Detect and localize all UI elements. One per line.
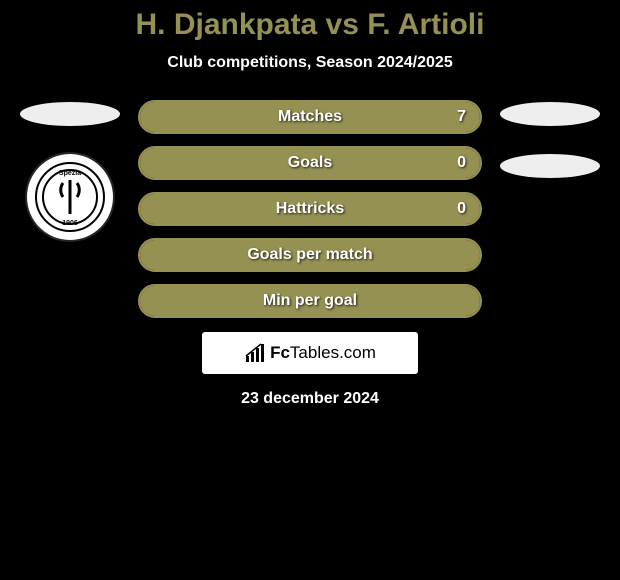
stat-value: 7 <box>457 108 466 126</box>
brand-prefix: Fc <box>270 343 290 362</box>
stat-bar-matches: Matches 7 <box>138 100 482 134</box>
club-badge-left: Spezia 1906 <box>27 154 113 240</box>
footer: FcTables.com 23 december 2024 <box>0 332 620 408</box>
stat-label: Min per goal <box>263 292 357 310</box>
right-player-column <box>490 100 610 318</box>
stat-label: Hattricks <box>276 200 344 218</box>
stat-bar-min-per-goal: Min per goal <box>138 284 482 318</box>
player-avatar-placeholder-right-1 <box>500 102 600 126</box>
stat-bar-goals-per-match: Goals per match <box>138 238 482 272</box>
subtitle: Club competitions, Season 2024/2025 <box>0 54 620 72</box>
comparison-widget: H. Djankpata vs F. Artioli Club competit… <box>0 0 620 408</box>
crest-year: 1906 <box>62 220 78 227</box>
stat-value: 0 <box>457 200 466 218</box>
player-avatar-placeholder-left <box>20 102 120 126</box>
stat-label: Goals <box>288 154 332 172</box>
brand-suffix: Tables.com <box>290 343 376 362</box>
spezia-crest-icon: Spezia 1906 <box>35 162 105 232</box>
left-player-column: Spezia 1906 <box>10 100 130 318</box>
stat-label: Matches <box>278 108 342 126</box>
stats-column: Matches 7 Goals 0 Hattricks 0 Goals per … <box>130 100 490 318</box>
page-title: H. Djankpata vs F. Artioli <box>0 8 620 42</box>
stat-bar-goals: Goals 0 <box>138 146 482 180</box>
stat-label: Goals per match <box>247 246 372 264</box>
stat-value: 0 <box>457 154 466 172</box>
stat-bar-hattricks: Hattricks 0 <box>138 192 482 226</box>
brand-text: FcTables.com <box>270 343 376 363</box>
player-avatar-placeholder-right-2 <box>500 154 600 178</box>
date-text: 23 december 2024 <box>241 390 379 408</box>
crest-name: Spezia <box>59 170 81 177</box>
comparison-layout: Spezia 1906 Matches 7 Goals 0 Hattricks … <box>0 100 620 318</box>
brand-box: FcTables.com <box>202 332 418 374</box>
brand-chart-icon <box>244 342 266 364</box>
